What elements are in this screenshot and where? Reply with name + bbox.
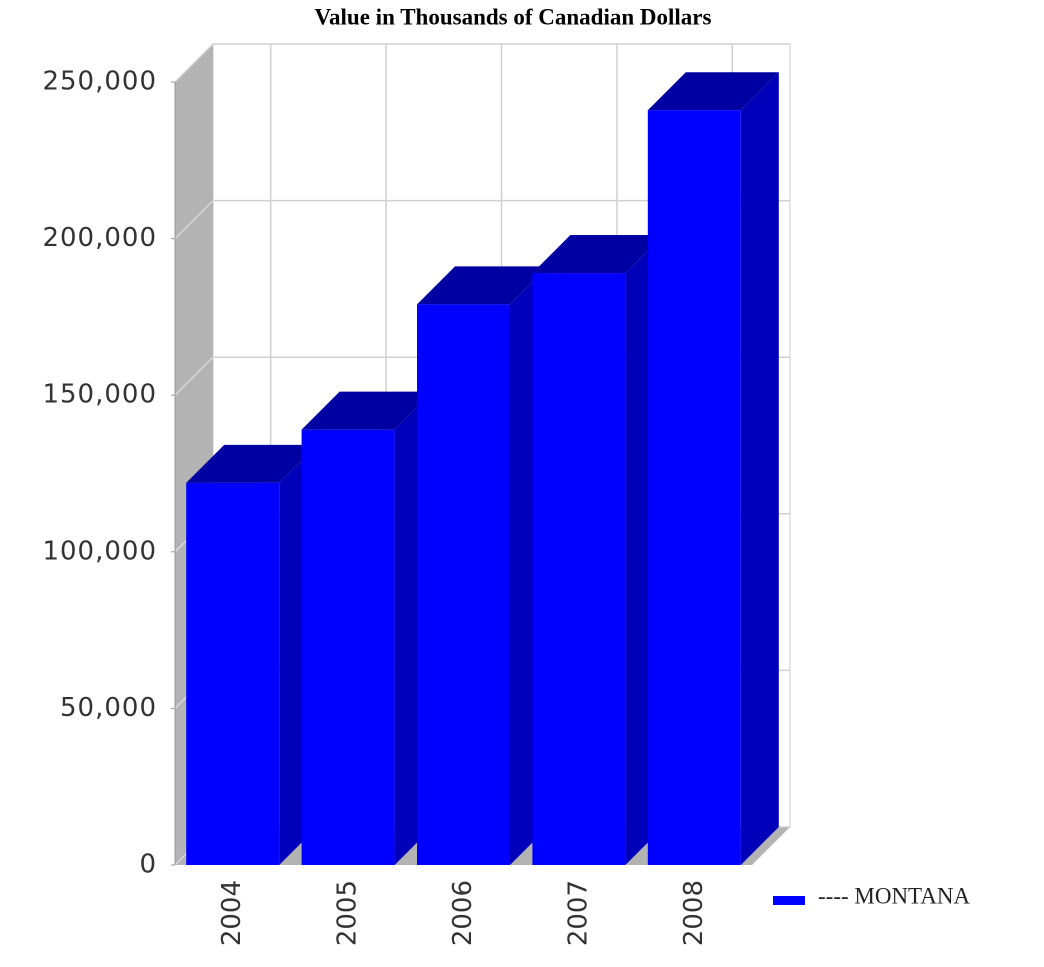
- bar-front: [186, 482, 280, 865]
- legend-label: ---- MONTANA: [818, 883, 970, 908]
- x-tick-label: 2005: [333, 880, 363, 946]
- bar-top: [647, 72, 779, 111]
- bar-top: [186, 444, 318, 483]
- legend-swatch: [773, 896, 805, 905]
- grid-line-side: [174, 356, 214, 396]
- bar-front: [532, 273, 626, 865]
- y-tick-label: 200,000: [42, 223, 157, 253]
- bar: [186, 444, 318, 865]
- y-tick-label: 100,000: [42, 536, 157, 566]
- y-tick-label: 0: [139, 850, 157, 880]
- bar: [417, 266, 548, 865]
- bar-front: [301, 429, 395, 865]
- bar: [532, 235, 664, 865]
- y-tick-label: 50,000: [60, 693, 157, 723]
- bar: [301, 391, 433, 865]
- x-tick-label: 2004: [217, 880, 247, 946]
- chart-title: Value in Thousands of Canadian Dollars: [315, 4, 712, 29]
- x-tick-label: 2007: [563, 880, 593, 946]
- grid-line-side: [174, 200, 214, 240]
- bar: [647, 72, 779, 866]
- bar-top: [532, 235, 664, 274]
- bar-top: [417, 266, 548, 305]
- x-tick-label: 2008: [679, 880, 709, 946]
- bar-front: [417, 304, 510, 865]
- y-tick-label: 150,000: [42, 380, 157, 410]
- y-tick-label: 250,000: [42, 67, 157, 97]
- bar-side: [740, 72, 779, 866]
- bar-top: [301, 391, 433, 430]
- x-tick-label: 2006: [448, 880, 478, 946]
- grid-line-side: [174, 43, 214, 83]
- bar-front: [647, 110, 741, 866]
